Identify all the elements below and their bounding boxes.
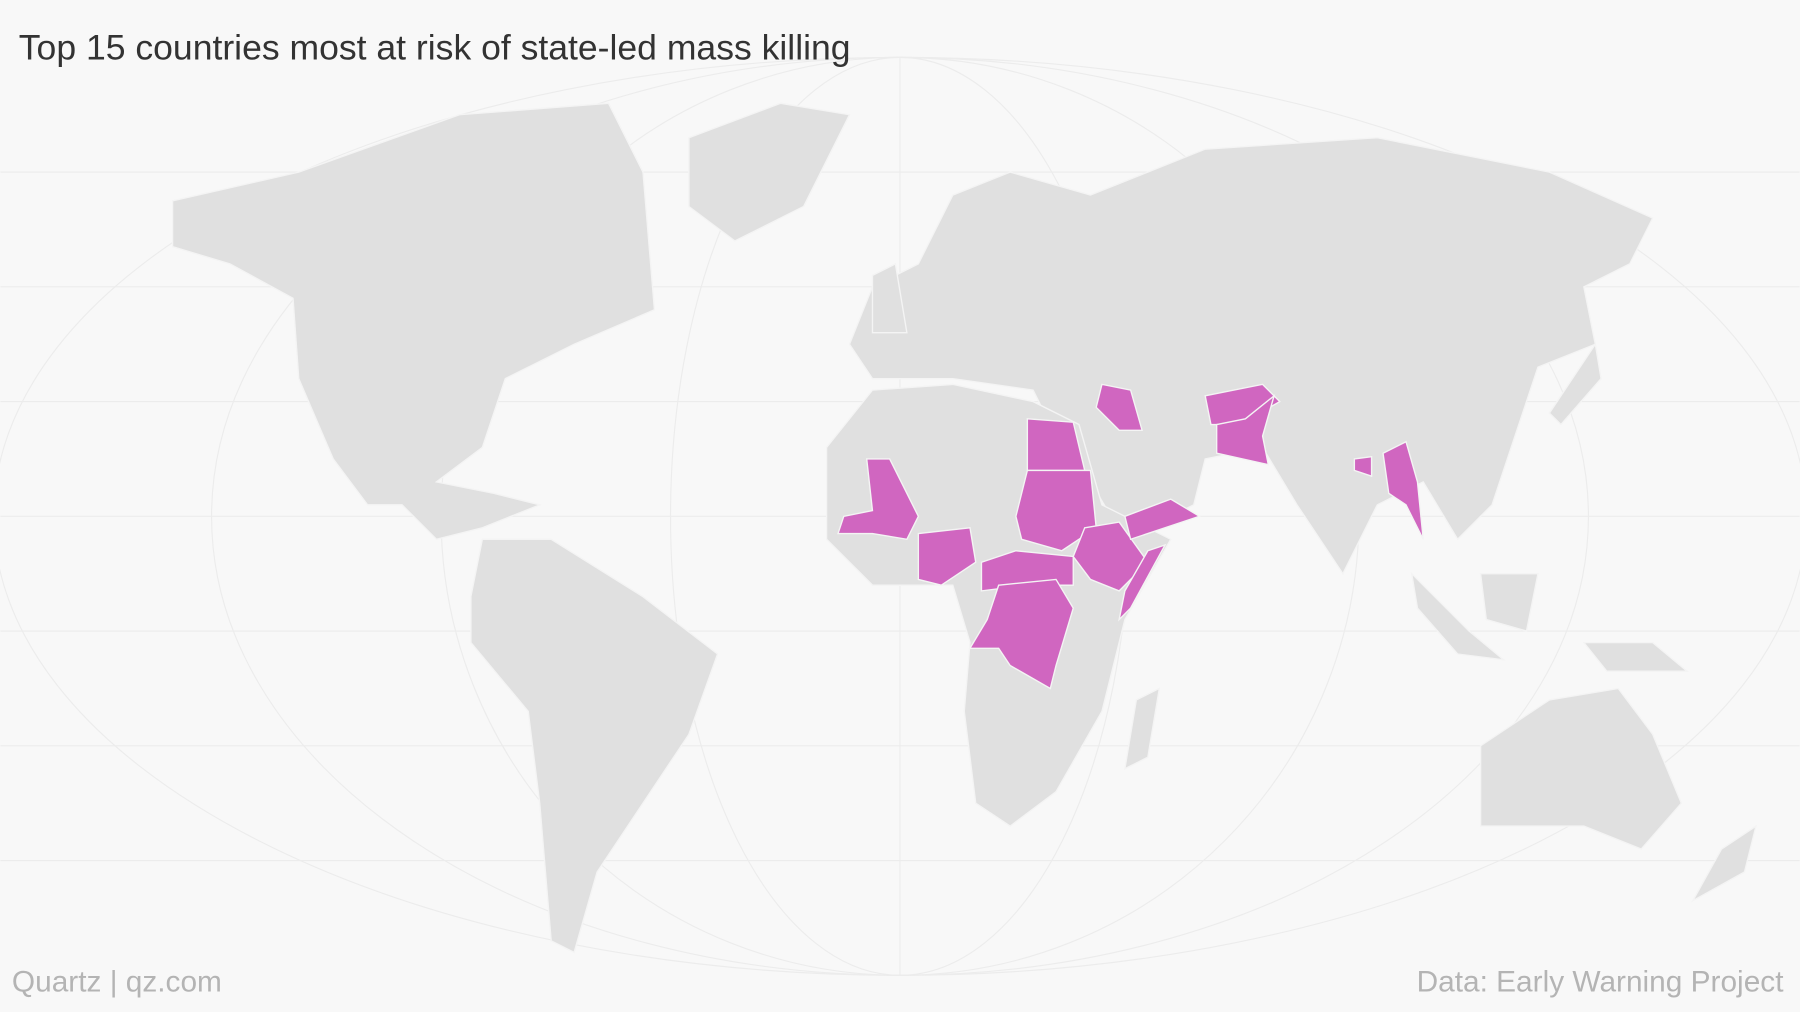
source: Data: Early Warning Project bbox=[1417, 965, 1785, 998]
title: Top 15 countries most at risk of state-l… bbox=[19, 28, 851, 68]
highlighted-countries bbox=[837, 383, 1424, 690]
credit: Quartz | qz.com bbox=[12, 965, 222, 998]
